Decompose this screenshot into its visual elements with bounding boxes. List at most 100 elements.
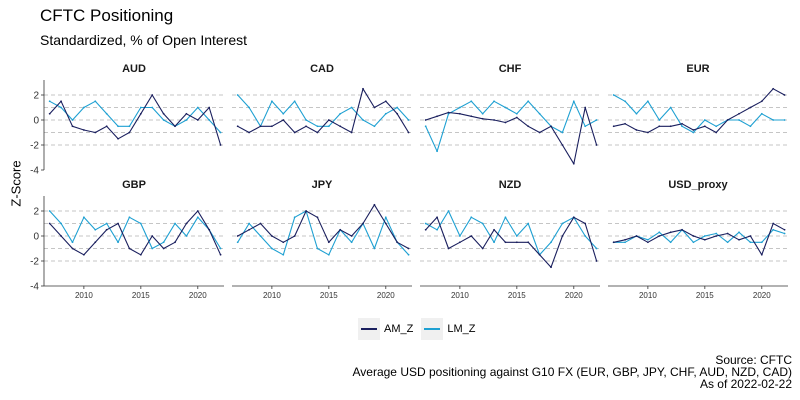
data-point-am-z-cad [259,125,262,128]
data-point-am-z-aud [219,144,222,146]
data-point-lm-z-usd-proxy [669,241,672,244]
data-point-am-z-aud [185,112,188,115]
series-line-am-z-aud [49,94,222,146]
data-point-lm-z-usd-proxy [726,241,729,244]
y-tick-label-aud: 2 [33,91,39,102]
data-point-am-z-chf [470,115,473,118]
data-point-am-z-nzd [561,235,564,237]
data-point-lm-z-chf [538,112,541,115]
data-point-lm-z-jpy [316,247,319,250]
data-point-lm-z-cad [362,119,364,121]
x-tick-label-jpy: 2010 [263,291,281,300]
data-point-am-z-aud [48,112,51,115]
x-tick-label-nzd: 2010 [451,291,469,300]
data-point-am-z-chf [504,121,507,124]
data-point-lm-z-jpy [350,241,353,244]
data-point-lm-z-nzd [481,222,484,225]
data-point-lm-z-jpy [293,216,296,219]
data-point-am-z-nzd [493,228,495,231]
data-point-am-z-aud [94,131,97,134]
legend: AM_Z LM_Z [358,318,483,340]
data-point-lm-z-gbp [185,235,188,237]
data-point-am-z-eur [703,125,706,128]
series-line-lm-z-eur [613,94,785,134]
data-point-am-z-eur [749,106,752,109]
data-point-lm-z-aud [196,106,199,109]
facet-label-jpy: JPY [312,179,333,191]
data-point-am-z-aud [174,125,176,128]
data-point-lm-z-eur [658,119,661,121]
legend-item-lm-z: LM_Z [421,318,475,340]
data-point-lm-z-usd-proxy [692,241,695,244]
data-point-lm-z-nzd [504,216,507,219]
data-point-lm-z-usd-proxy [703,235,706,237]
data-point-am-z-gbp [60,235,62,237]
data-point-lm-z-cad [270,100,273,103]
data-point-lm-z-aud [71,119,74,121]
series-line-am-z-cad [237,88,410,134]
data-point-lm-z-gbp [151,247,154,250]
data-point-lm-z-gbp [196,216,199,219]
data-point-lm-z-nzd [436,228,438,231]
data-point-am-z-eur [658,125,661,128]
data-point-am-z-usd-proxy [772,222,775,225]
data-point-am-z-eur [681,122,683,125]
data-point-am-z-nzd [458,241,461,244]
facet-label-eur: EUR [686,63,709,75]
data-point-am-z-gbp [196,210,199,212]
caption-description: Average USD positioning against G10 FX (… [352,365,793,379]
data-point-lm-z-chf [424,125,427,128]
data-point-am-z-gbp [48,222,51,225]
x-tick-label-jpy: 2015 [320,291,338,300]
data-point-lm-z-gbp [174,222,176,225]
data-point-lm-z-eur [772,119,775,121]
data-point-lm-z-cad [350,106,353,109]
data-point-am-z-nzd [424,228,427,231]
data-point-lm-z-usd-proxy [749,241,752,244]
data-point-am-z-cad [362,87,364,90]
data-point-lm-z-gbp [105,222,108,225]
data-point-lm-z-chf [572,100,575,103]
data-point-am-z-usd-proxy [726,232,729,235]
series-line-am-z-chf [425,106,598,165]
data-point-lm-z-nzd [515,235,518,237]
data-point-am-z-nzd [481,247,484,250]
data-point-am-z-gbp [208,228,211,231]
x-tick-label-gbp: 2015 [132,291,150,300]
data-point-am-z-cad [407,131,410,134]
series-line-am-z-eur [613,88,785,134]
data-point-am-z-usd-proxy [749,235,752,237]
y-tick-label-aud: -4 [30,166,39,177]
data-point-am-z-nzd [550,266,552,269]
facet-label-nzd: NZD [499,179,522,191]
data-point-lm-z-aud [117,125,119,128]
data-point-lm-z-eur [760,112,763,115]
data-point-lm-z-nzd [527,222,530,225]
data-point-lm-z-cad [327,125,330,128]
series-line-lm-z-chf [425,100,597,152]
facet-label-chf: CHF [499,63,522,75]
data-point-lm-z-chf [515,112,518,115]
data-point-lm-z-jpy [373,247,376,250]
data-point-am-z-gbp [139,253,142,256]
series-line-lm-z-aud [49,100,222,133]
data-point-lm-z-aud [105,112,108,115]
data-point-lm-z-eur [692,131,695,134]
data-point-am-z-nzd [504,241,507,244]
data-point-am-z-nzd [595,260,598,262]
data-point-lm-z-chf [493,100,495,103]
series-line-lm-z-gbp [49,210,222,250]
data-point-am-z-cad [270,125,273,128]
data-point-lm-z-usd-proxy [646,238,649,241]
data-point-am-z-chf [584,106,587,109]
data-point-lm-z-gbp [117,241,119,244]
facet-label-usd-proxy: USD_proxy [668,179,728,191]
data-point-am-z-cad [350,131,353,134]
data-point-am-z-usd-proxy [612,241,615,244]
data-point-lm-z-gbp [48,210,51,212]
y-tick-label-gbp: -2 [30,257,39,268]
data-point-lm-z-cad [373,125,376,128]
chart-title: CFTC Positioning [40,6,174,25]
data-point-am-z-jpy [270,235,273,237]
data-point-am-z-gbp [151,235,154,237]
